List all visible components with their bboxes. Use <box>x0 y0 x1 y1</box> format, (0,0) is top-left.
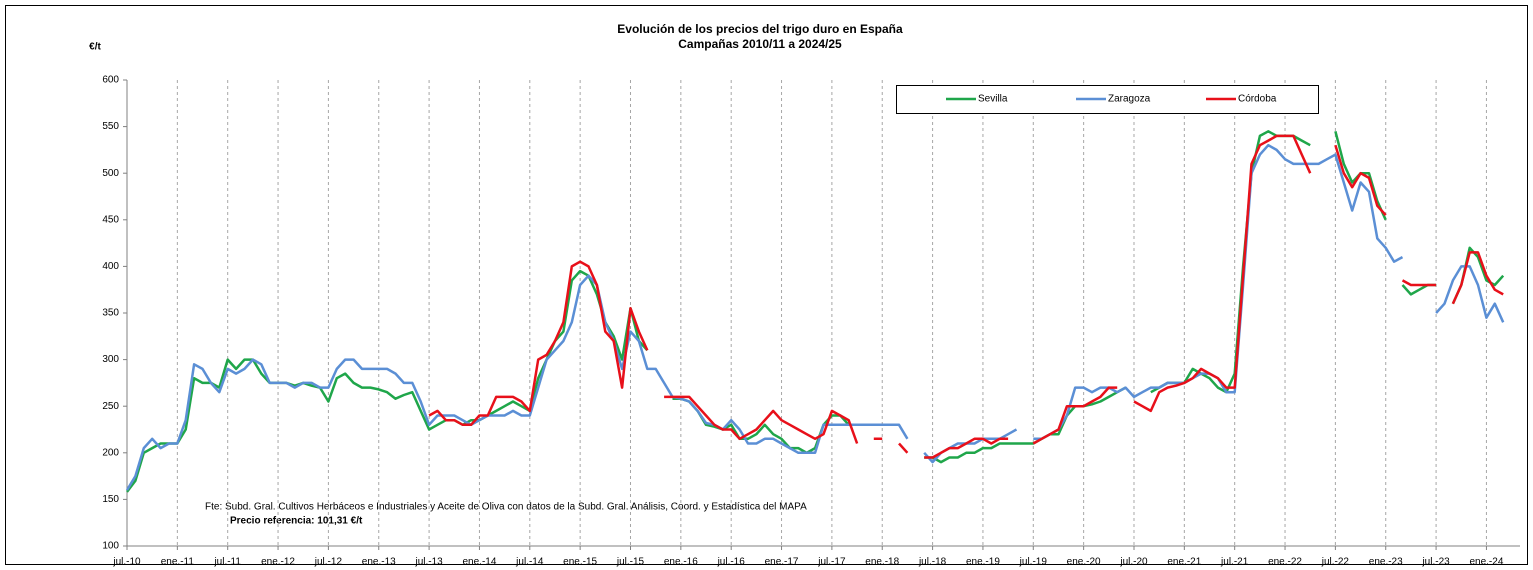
x-tick-label: ene.-23 <box>1369 557 1403 568</box>
x-tick-label: ene.-18 <box>865 557 899 568</box>
series-line <box>125 143 1505 491</box>
x-tick-label: jul.-15 <box>616 557 645 568</box>
x-tick-label: jul.-19 <box>1019 557 1048 568</box>
legend-label: Zaragoza <box>1108 94 1151 105</box>
y-tick-label: 550 <box>102 121 119 132</box>
x-tick-label: jul.-17 <box>817 557 846 568</box>
source-note: Fte: Subd. Gral. Cultivos Herbáceos e In… <box>205 502 807 513</box>
x-tick-label: jul.-16 <box>717 557 746 568</box>
x-tick-label: ene.-21 <box>1167 557 1201 568</box>
y-tick-label: 450 <box>102 214 119 225</box>
x-tick-label: jul.-11 <box>213 557 241 568</box>
x-tick-label: ene.-24 <box>1469 557 1503 568</box>
x-tick-label: ene.-20 <box>1067 557 1101 568</box>
x-tick-label: jul.-22 <box>1321 557 1350 568</box>
x-tick-label: jul.-20 <box>1119 557 1148 568</box>
x-tick-label: jul.-13 <box>414 557 443 568</box>
y-tick-label: 300 <box>102 354 119 365</box>
y-tick-label: 350 <box>102 308 119 319</box>
x-tick-label: ene.-14 <box>462 557 496 568</box>
x-tick-label: ene.-22 <box>1268 557 1302 568</box>
x-tick-label: ene.-13 <box>362 557 396 568</box>
legend-label: Córdoba <box>1238 94 1277 105</box>
y-tick-label: 200 <box>102 447 119 458</box>
y-tick-label: 600 <box>102 75 119 86</box>
x-tick-label: ene.-12 <box>261 557 295 568</box>
x-tick-label: ene.-11 <box>161 557 195 568</box>
y-axis-label: €/t <box>89 42 101 53</box>
reference-note: Precio referencia: 101,31 €/t <box>230 516 363 527</box>
x-tick-label: jul.-18 <box>918 557 947 568</box>
chart-title: Evolución de los precios del trigo duro … <box>617 22 903 36</box>
y-tick-label: 250 <box>102 401 119 412</box>
x-tick-label: jul.-21 <box>1220 557 1249 568</box>
series-line <box>428 134 1504 459</box>
legend-label: Sevilla <box>978 94 1008 105</box>
x-tick-label: ene.-15 <box>563 557 597 568</box>
x-tick-label: jul.-23 <box>1421 557 1450 568</box>
x-tick-label: ene.-16 <box>664 557 698 568</box>
x-tick-label: jul.-10 <box>112 557 141 568</box>
y-tick-label: 150 <box>102 494 119 505</box>
y-tick-label: 400 <box>102 261 119 272</box>
chart-subtitle: Campañas 2010/11 a 2024/25 <box>678 37 842 51</box>
y-tick-label: 500 <box>102 168 119 179</box>
x-tick-label: jul.-12 <box>314 557 343 568</box>
x-tick-label: ene.-19 <box>966 557 1000 568</box>
legend: Sevilla Zaragoza Córdoba <box>896 85 1319 114</box>
x-tick-label: jul.-14 <box>515 557 544 568</box>
y-tick-label: 100 <box>102 541 119 552</box>
x-tick-label: ene.-17 <box>765 557 799 568</box>
